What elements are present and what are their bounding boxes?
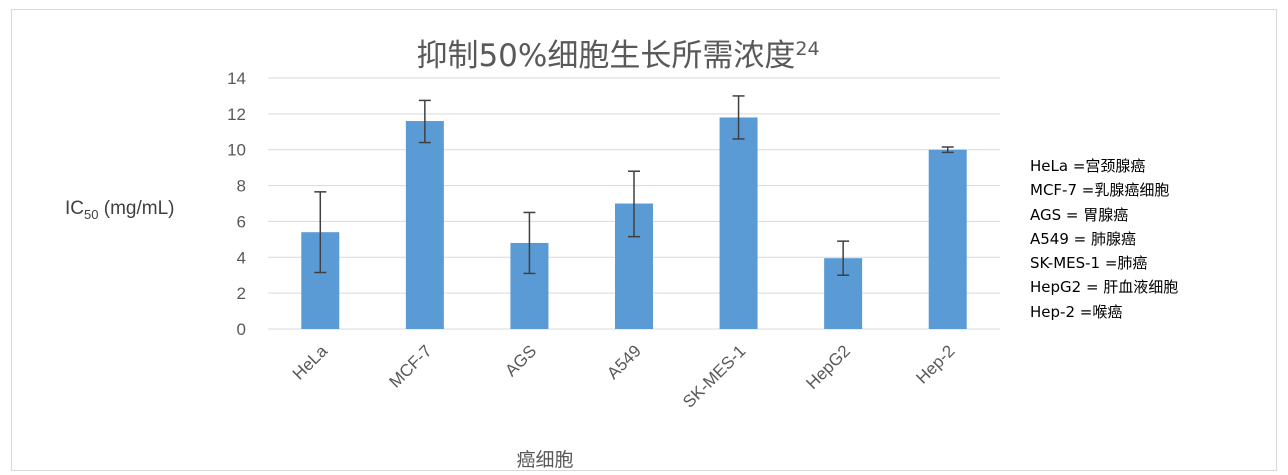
bar	[405, 121, 444, 330]
bar	[719, 117, 758, 329]
x-axis-label: 癌细胞	[516, 449, 573, 471]
y-tick-label: 2	[237, 284, 246, 303]
bar	[928, 149, 967, 329]
y-tick-label: 10	[227, 141, 246, 160]
legend-note-ags: AGS = 胃腺癌	[1030, 205, 1129, 224]
x-tick-label: MCF-7	[386, 341, 436, 391]
y-tick-label: 4	[237, 248, 246, 267]
error-bars	[314, 95, 954, 276]
x-tick-label: HeLa	[289, 341, 332, 384]
y-tick-label: 12	[227, 105, 246, 124]
cell-line-legend: HeLa =宫颈腺癌 MCF-7 =乳腺癌细胞 AGS = 胃腺癌 A549 =…	[1030, 154, 1178, 324]
error-bar	[314, 191, 327, 274]
y-axis-label-main: IC	[65, 198, 84, 219]
y-tick-label: 14	[227, 69, 246, 88]
x-tick-label: SK-MES-1	[679, 341, 749, 411]
chart-title: 抑制50%细胞生长所需浓度24	[416, 38, 819, 74]
y-tick-labels: 0 2 4 6 8 10 12 14	[227, 69, 246, 339]
y-axis-label-unit: (mg/mL)	[98, 198, 174, 219]
legend-note-hela: HeLa =宫颈腺癌	[1030, 157, 1146, 175]
legend-note-mcf7: MCF-7 =乳腺癌细胞	[1030, 181, 1170, 200]
error-bar	[732, 95, 745, 140]
x-tick-label: Hep-2	[912, 341, 958, 387]
legend-note-hep2: Hep-2 =喉癌	[1030, 302, 1123, 321]
y-tick-label: 0	[237, 320, 246, 339]
x-tick-label: HepG2	[802, 341, 854, 393]
y-tick-label: 8	[237, 177, 246, 196]
legend-note-a549: A549 = 肺腺癌	[1030, 229, 1136, 248]
gridlines	[268, 77, 1000, 294]
y-axis-label: IC50 (mg/mL)	[65, 198, 174, 222]
error-bar	[418, 99, 431, 144]
error-bar	[941, 146, 954, 154]
x-tick-labels: HeLa MCF-7 AGS A549 SK-MES-1 HepG2 Hep-2	[289, 341, 959, 412]
error-bar	[523, 211, 536, 275]
chart-title-main: 抑制50%细胞生长所需浓度	[416, 38, 795, 74]
x-tick-label: AGS	[501, 341, 540, 380]
legend-note-hepg2: HepG2 = 肝血液细胞	[1030, 278, 1179, 297]
error-bar	[837, 240, 850, 276]
y-axis-label-subscript: 50	[84, 207, 98, 222]
chart-title-superscript: 24	[795, 38, 819, 60]
x-tick-label: A549	[603, 341, 645, 383]
error-bar	[628, 170, 640, 238]
y-tick-label: 6	[237, 212, 246, 231]
legend-note-skmes1: SK-MES-1 =肺癌	[1030, 254, 1148, 273]
